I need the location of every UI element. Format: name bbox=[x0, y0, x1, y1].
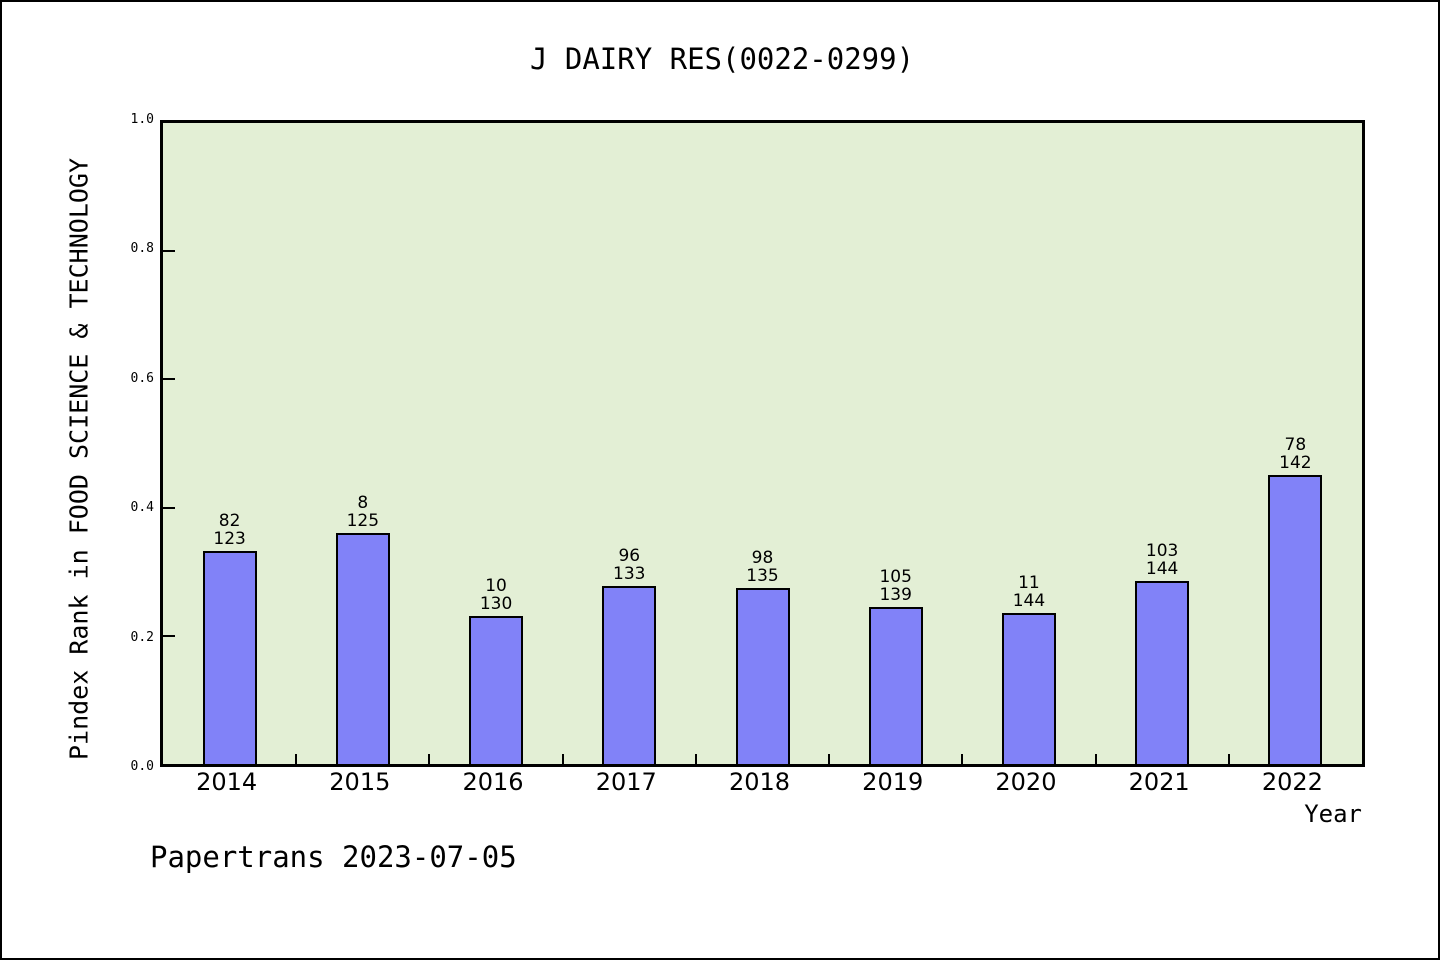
x-category-label: 2015 bbox=[329, 768, 391, 796]
bar-value-label: 105 139 bbox=[836, 568, 956, 604]
bar-value-label: 96 133 bbox=[569, 547, 689, 583]
bar-value-line: 130 bbox=[479, 593, 513, 614]
plot-area: 82 123 8 125 10 130 96 133 98 135 105 139 11 144 103 14… bbox=[160, 120, 1365, 767]
bar-value-line: 142 bbox=[1279, 452, 1312, 473]
x-category-label: 2016 bbox=[462, 768, 524, 796]
bar-value-label: 98 135 bbox=[703, 549, 823, 585]
x-category-label: 2021 bbox=[1128, 768, 1190, 796]
bar-value-line: 96 bbox=[618, 545, 641, 566]
bar-value-line: 78 bbox=[1284, 434, 1307, 455]
bar-value-line: 10 bbox=[485, 575, 507, 596]
bar-value-line: 133 bbox=[613, 563, 646, 584]
bar bbox=[202, 550, 257, 764]
bar-value-label: 8 125 bbox=[303, 494, 423, 530]
bar-value-line: 98 bbox=[751, 548, 774, 569]
bar-value-line: 105 bbox=[879, 566, 912, 587]
bar bbox=[735, 588, 790, 764]
bar bbox=[335, 533, 390, 764]
bar-value-label: 78 142 bbox=[1235, 436, 1355, 472]
bar-value-line: 82 bbox=[218, 510, 241, 531]
x-tick-mark bbox=[295, 754, 298, 764]
bar-value-line: 144 bbox=[1145, 559, 1179, 580]
y-tick-label: 0.6 bbox=[130, 370, 154, 386]
bar-value-label: 82 123 bbox=[170, 512, 290, 548]
x-tick-mark bbox=[694, 754, 697, 764]
x-category-label: 2019 bbox=[862, 768, 924, 796]
bar bbox=[1135, 581, 1190, 764]
bar bbox=[1268, 474, 1323, 764]
bar-value-line: 125 bbox=[346, 511, 380, 532]
bar-value-line: 8 bbox=[357, 493, 369, 514]
x-axis-label: Year bbox=[1304, 800, 1362, 828]
bar-value-label: 10 130 bbox=[436, 577, 556, 613]
x-category-label: 2022 bbox=[1261, 768, 1323, 796]
y-tick-label: 0.8 bbox=[130, 241, 154, 257]
bar-value-label: 11 144 bbox=[969, 574, 1089, 610]
x-tick-mark bbox=[561, 754, 564, 764]
chart-title: J DAIRY RES(0022-0299) bbox=[529, 42, 915, 76]
bar-value-line: 144 bbox=[1012, 590, 1046, 611]
bar-value-line: 139 bbox=[879, 584, 912, 605]
bar-value-line: 123 bbox=[213, 528, 246, 549]
bar bbox=[868, 606, 923, 764]
x-tick-mark bbox=[1227, 754, 1230, 764]
x-category-label: 2017 bbox=[595, 768, 657, 796]
y-tick-label: 0.2 bbox=[130, 629, 154, 645]
bar bbox=[602, 585, 657, 764]
x-category-label: 2018 bbox=[728, 768, 791, 796]
x-category-label: 2014 bbox=[196, 768, 258, 796]
x-category-label: 2020 bbox=[995, 768, 1057, 796]
y-tick-mark bbox=[163, 378, 175, 381]
x-tick-mark bbox=[428, 754, 431, 764]
x-tick-mark bbox=[1094, 754, 1097, 764]
bar-value-line: 135 bbox=[746, 566, 779, 587]
bar-value-label: 103 144 bbox=[1102, 542, 1222, 578]
y-tick-label: 0.4 bbox=[130, 500, 154, 516]
y-tick-mark bbox=[163, 506, 175, 509]
y-tick-mark bbox=[163, 634, 175, 637]
bar-value-line: 11 bbox=[1018, 572, 1040, 593]
bar bbox=[469, 615, 524, 764]
footer-watermark: Papertrans 2023-07-05 bbox=[150, 840, 517, 874]
y-tick-label: 1.0 bbox=[130, 112, 154, 127]
y-tick-mark bbox=[163, 250, 175, 253]
x-tick-mark bbox=[961, 754, 964, 764]
bar-value-line: 103 bbox=[1145, 541, 1179, 562]
x-tick-mark bbox=[828, 754, 831, 764]
y-tick-label: 0.0 bbox=[130, 759, 154, 774]
bar bbox=[1001, 612, 1056, 764]
